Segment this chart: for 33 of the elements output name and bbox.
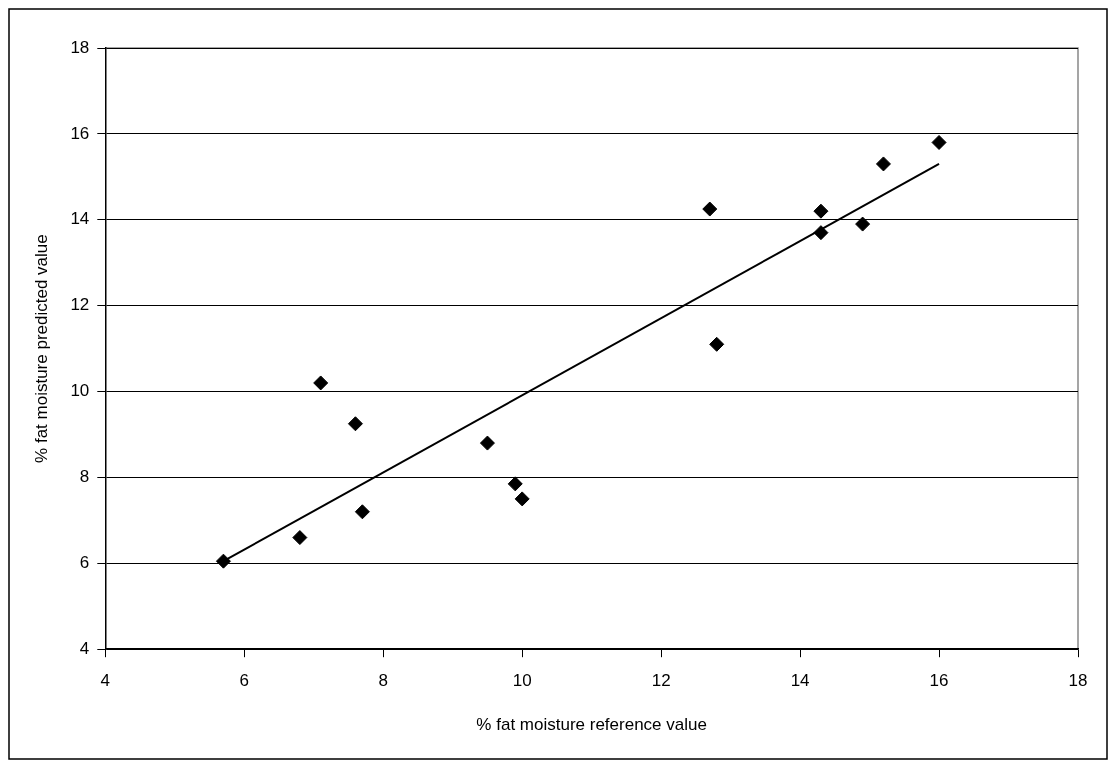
y-tick-label: 8 <box>79 467 90 487</box>
y-tick-label: 18 <box>70 37 90 57</box>
point <box>507 476 523 492</box>
point <box>514 491 530 507</box>
point <box>479 435 495 451</box>
point <box>292 530 308 546</box>
point <box>354 504 370 520</box>
x-tick-label: 18 <box>1068 671 1088 691</box>
point <box>813 203 829 219</box>
y-tick-label: 12 <box>70 295 90 315</box>
x-tick-label: 16 <box>929 671 949 691</box>
x-tick-label: 12 <box>651 671 671 691</box>
point <box>813 225 829 241</box>
point <box>215 553 231 569</box>
point <box>709 336 725 352</box>
x-tick-label: 14 <box>790 671 810 691</box>
y-tick-label: 14 <box>70 209 90 229</box>
x-tick-label: 4 <box>100 671 111 691</box>
y-tick-label: 4 <box>79 638 90 658</box>
y-tick-label: 6 <box>79 553 90 572</box>
point <box>313 375 329 391</box>
y-axis-title: % fat moisture predicted value <box>31 234 51 463</box>
y-tick-label: 16 <box>70 123 90 143</box>
x-axis-title: % fat moisture reference value <box>476 715 707 735</box>
x-tick-label: 10 <box>512 671 532 691</box>
x-tick-label: 6 <box>239 671 249 691</box>
point <box>347 416 363 432</box>
point <box>855 216 871 232</box>
point <box>702 201 718 217</box>
x-tick-label: 8 <box>378 671 388 691</box>
point <box>931 134 947 150</box>
point <box>875 156 891 172</box>
y-tick-label: 10 <box>70 381 90 401</box>
